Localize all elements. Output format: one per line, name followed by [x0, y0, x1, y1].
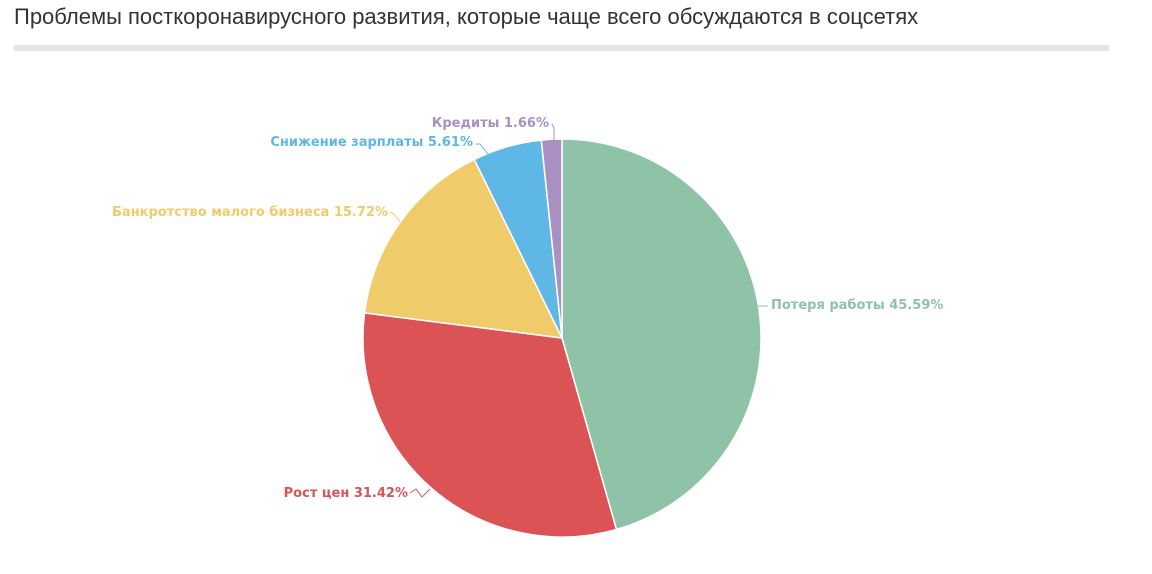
title-divider — [14, 45, 1109, 51]
slice-label: Снижение зарплаты 5.61% — [270, 135, 473, 150]
pie-slice[interactable] — [362, 312, 618, 538]
pie-slice[interactable] — [363, 158, 563, 339]
page-title: Проблемы посткоронавирусного развития, к… — [14, 4, 919, 29]
slice-leader-line — [551, 123, 555, 140]
slice-label: Потеря работы 45.59% — [771, 298, 943, 313]
pie-slice[interactable] — [540, 138, 563, 339]
slice-label: Банкротство малого бизнеса 15.72% — [112, 205, 388, 220]
slice-leader-line — [389, 211, 401, 223]
slice-leader-line — [476, 143, 489, 155]
slice-leader-line — [751, 305, 768, 311]
slice-label: Кредиты 1.66% — [432, 116, 549, 131]
slice-label: Рост цен 31.42% — [284, 486, 408, 501]
slice-leader-line — [409, 488, 431, 498]
pie-slice[interactable] — [561, 138, 762, 531]
